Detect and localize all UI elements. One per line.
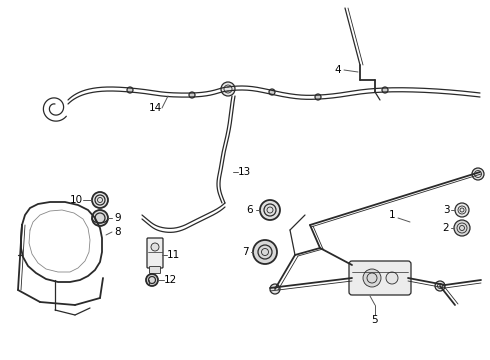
Text: 12: 12 — [163, 275, 176, 285]
Circle shape — [260, 200, 280, 220]
FancyBboxPatch shape — [147, 238, 163, 268]
Circle shape — [455, 203, 469, 217]
Text: 13: 13 — [237, 167, 250, 177]
FancyBboxPatch shape — [149, 266, 161, 274]
Circle shape — [127, 87, 133, 93]
Circle shape — [363, 269, 381, 287]
Circle shape — [454, 220, 470, 236]
Text: 5: 5 — [372, 315, 378, 325]
Text: 10: 10 — [70, 195, 82, 205]
Text: 3: 3 — [442, 205, 449, 215]
Text: 6: 6 — [246, 205, 253, 215]
Circle shape — [435, 281, 445, 291]
Circle shape — [92, 210, 108, 226]
Text: 7: 7 — [242, 247, 248, 257]
Circle shape — [386, 272, 398, 284]
Text: 9: 9 — [115, 213, 122, 223]
Circle shape — [270, 284, 280, 294]
Circle shape — [146, 274, 158, 286]
Circle shape — [189, 92, 195, 98]
Text: 4: 4 — [335, 65, 342, 75]
Circle shape — [92, 192, 108, 208]
Text: 14: 14 — [148, 103, 162, 113]
Circle shape — [151, 243, 159, 251]
Text: 1: 1 — [389, 210, 395, 220]
FancyBboxPatch shape — [349, 261, 411, 295]
Circle shape — [472, 168, 484, 180]
Circle shape — [225, 86, 231, 92]
Circle shape — [382, 87, 388, 93]
Circle shape — [253, 240, 277, 264]
Text: 8: 8 — [115, 227, 122, 237]
Text: 2: 2 — [442, 223, 449, 233]
Circle shape — [269, 89, 275, 95]
Circle shape — [315, 94, 321, 100]
Circle shape — [221, 82, 235, 96]
Text: 11: 11 — [167, 250, 180, 260]
